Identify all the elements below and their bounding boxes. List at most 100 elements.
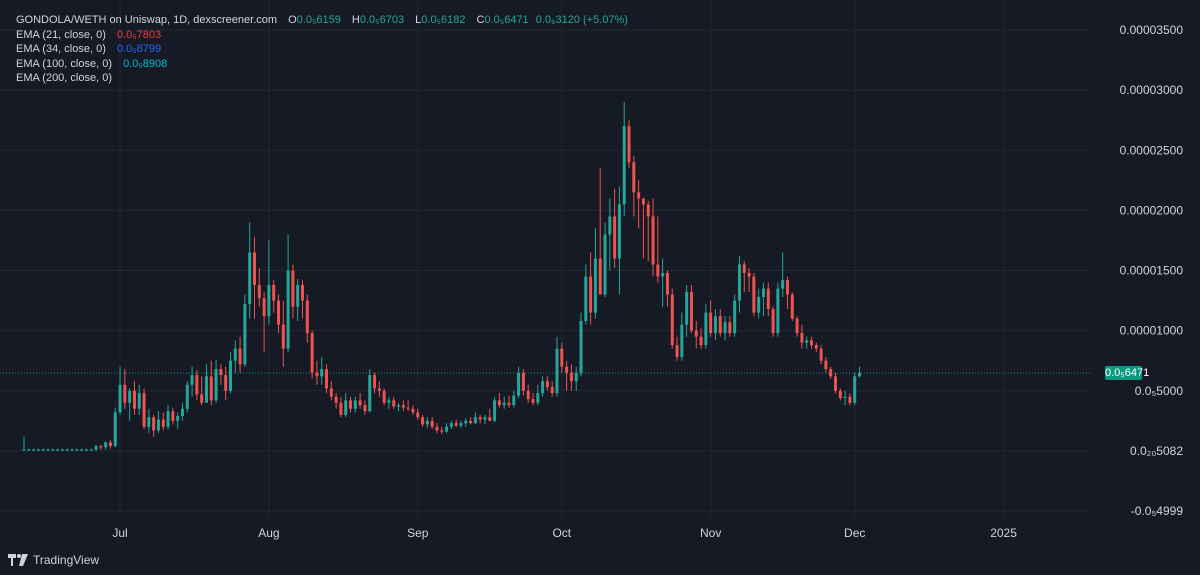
indicator-name[interactable]: EMA (34, close, 0) xyxy=(16,43,106,56)
candle-body xyxy=(171,411,175,421)
indicator-name[interactable]: EMA (100, close, 0) xyxy=(16,57,112,70)
candle-body xyxy=(113,412,117,447)
candle-body xyxy=(579,321,583,373)
candle-body xyxy=(689,292,693,331)
candle-body xyxy=(608,216,612,235)
candle xyxy=(310,330,314,379)
candle xyxy=(488,408,492,421)
tradingview-logo-icon xyxy=(8,554,28,566)
y-axis[interactable]: 0.00003500 0.00003000 0.00002500 0.00002000… xyxy=(1120,23,1184,518)
candle-body xyxy=(425,420,429,425)
indicator-ema21[interactable]: EMA (21, close, 0) 0.0₅7803 xyxy=(16,28,628,43)
candle-body xyxy=(661,272,665,277)
candle-body xyxy=(147,417,151,427)
candle-body xyxy=(224,375,228,391)
candle-body xyxy=(156,419,160,431)
candle-body xyxy=(809,340,813,346)
candle-body xyxy=(617,204,621,259)
candle-body xyxy=(704,312,708,346)
candle xyxy=(761,282,765,317)
candle xyxy=(305,294,309,343)
chart-canvas[interactable]: 0.00003500 0.00003000 0.00002500 0.00002000… xyxy=(0,0,1200,547)
change-value: 0.0₆3120 (+5.07%) xyxy=(535,14,628,26)
candle xyxy=(598,168,602,295)
candle-body xyxy=(281,324,285,349)
candle xyxy=(473,412,477,425)
candle xyxy=(747,268,751,293)
candle xyxy=(545,376,549,391)
candle xyxy=(291,264,295,319)
candle xyxy=(603,222,607,297)
candle-body xyxy=(488,417,492,421)
candle-body xyxy=(790,294,794,319)
candle-body xyxy=(785,280,789,295)
candle xyxy=(838,388,842,401)
candle-body xyxy=(401,405,405,408)
candle xyxy=(632,156,636,217)
tradingview-logo[interactable]: TradingView xyxy=(8,553,99,567)
candle xyxy=(286,234,290,353)
candle xyxy=(536,384,540,406)
candle-body xyxy=(209,376,213,401)
candle-body xyxy=(675,345,679,358)
candle-body xyxy=(99,446,103,448)
candle xyxy=(325,364,329,394)
candle-body xyxy=(795,318,799,334)
candle-body xyxy=(843,396,847,398)
candle-body xyxy=(296,284,300,307)
candle-body xyxy=(656,264,660,277)
candle-body xyxy=(502,402,506,406)
candle xyxy=(166,405,170,430)
candle-body xyxy=(771,308,775,334)
candle-body xyxy=(733,300,737,334)
symbol-label[interactable]: GONDOLA/WETH on Uniswap, 1D, dexscreener… xyxy=(16,14,278,26)
candle-body xyxy=(747,272,751,277)
indicator-name[interactable]: EMA (200, close, 0) xyxy=(16,72,112,85)
candle xyxy=(228,352,232,394)
indicator-ema200[interactable]: EMA (200, close, 0) xyxy=(16,71,628,86)
candle-body xyxy=(858,372,862,377)
candle-body xyxy=(632,162,636,193)
candle xyxy=(440,426,444,435)
candle-body xyxy=(41,449,45,451)
candle-body xyxy=(670,294,674,346)
candle xyxy=(829,366,833,379)
candle xyxy=(685,284,689,337)
candle xyxy=(238,336,242,373)
candle-body xyxy=(469,420,473,424)
candle xyxy=(627,120,631,169)
candle xyxy=(411,405,415,415)
candle-body xyxy=(368,375,372,412)
candle xyxy=(521,369,525,396)
x-tick-label: Sep xyxy=(407,526,429,540)
x-axis[interactable]: Jul Aug Sep Oct Nov Dec 2025 xyxy=(112,526,1017,540)
candle-body xyxy=(257,284,261,299)
y-tick-label: 0.0₂₀5082 xyxy=(1130,444,1183,458)
candle xyxy=(353,396,357,413)
candle xyxy=(622,102,626,217)
candle xyxy=(728,316,732,337)
candle xyxy=(445,423,449,433)
candle xyxy=(27,448,31,451)
candle-body xyxy=(598,258,602,295)
candle-body xyxy=(84,449,88,451)
candle xyxy=(665,270,669,307)
candle-body xyxy=(713,316,717,334)
indicator-name[interactable]: EMA (21, close, 0) xyxy=(16,28,106,41)
indicator-ema100[interactable]: EMA (100, close, 0) 0.0₅8908 xyxy=(16,57,628,72)
candle xyxy=(349,396,353,413)
candle xyxy=(200,376,204,406)
candle-body xyxy=(723,322,727,334)
candle-body xyxy=(286,270,290,349)
indicator-ema34[interactable]: EMA (34, close, 0) 0.0₅8799 xyxy=(16,42,628,57)
candle xyxy=(699,328,703,349)
candle xyxy=(469,417,473,425)
ohlc-close-value: 0.0₅6471 xyxy=(484,14,529,26)
candle-body xyxy=(70,449,74,451)
candle-body xyxy=(569,372,573,382)
legend-symbol-row[interactable]: GONDOLA/WETH on Uniswap, 1D, dexscreener… xyxy=(16,13,628,28)
candle-body xyxy=(214,369,218,401)
candle xyxy=(104,441,108,450)
ohlc-close-key: C xyxy=(476,14,485,26)
